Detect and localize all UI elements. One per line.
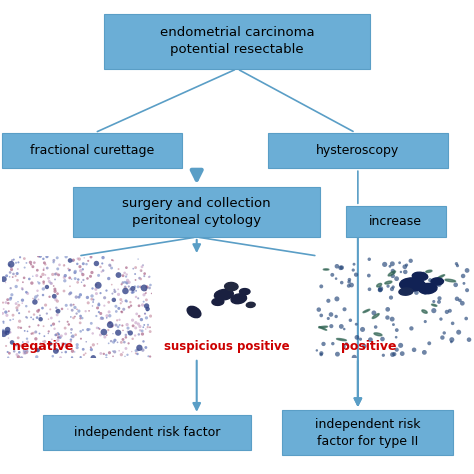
Text: independent risk factor: independent risk factor bbox=[74, 426, 220, 439]
FancyBboxPatch shape bbox=[2, 133, 182, 168]
FancyBboxPatch shape bbox=[346, 206, 446, 237]
Text: increase: increase bbox=[369, 215, 422, 228]
Text: surgery and collection
peritoneal cytology: surgery and collection peritoneal cytolo… bbox=[122, 197, 271, 227]
Text: negative: negative bbox=[12, 340, 73, 353]
FancyBboxPatch shape bbox=[268, 133, 448, 168]
Text: fractional curettage: fractional curettage bbox=[30, 144, 155, 157]
Text: endometrial carcinoma
potential resectable: endometrial carcinoma potential resectab… bbox=[160, 27, 314, 56]
FancyBboxPatch shape bbox=[43, 415, 251, 450]
FancyBboxPatch shape bbox=[73, 187, 320, 237]
FancyBboxPatch shape bbox=[282, 410, 453, 455]
Text: independent risk
factor for type II: independent risk factor for type II bbox=[315, 418, 420, 447]
FancyBboxPatch shape bbox=[104, 14, 370, 69]
Text: suspicious positive: suspicious positive bbox=[164, 340, 289, 353]
Text: hysteroscopy: hysteroscopy bbox=[316, 144, 400, 157]
Text: positive: positive bbox=[341, 340, 397, 353]
